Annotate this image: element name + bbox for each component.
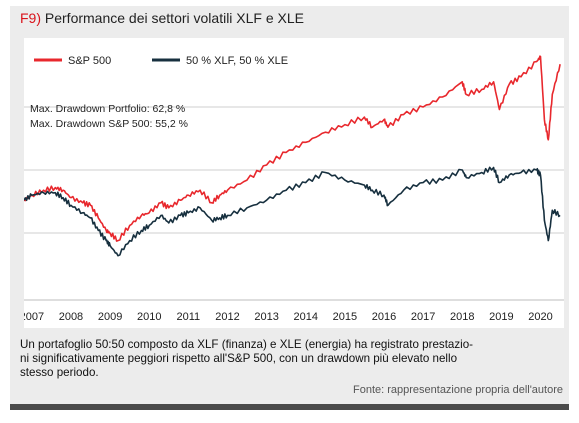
x-tick-label: 2016 (372, 311, 396, 323)
x-tick-label: 2020 (528, 311, 552, 323)
x-tick-label: 2007 (24, 311, 44, 323)
x-tick-label: 2018 (450, 311, 474, 323)
annotation-drawdown-sp500: Max. Drawdown S&P 500: 55,2 % (30, 118, 188, 130)
figure-source: Fonte: rappresentazione propria dell'aut… (352, 384, 563, 396)
caption-line: ni significativamente peggiori rispetto … (20, 352, 458, 365)
chart-annotations: Max. Drawdown Portfolio: 62,8 % Max. Dra… (30, 103, 188, 130)
figure-title-text: Performance dei settori volatili XLF e X… (44, 10, 305, 26)
x-tick-label: 2012 (215, 311, 239, 323)
chart-grid (24, 106, 564, 301)
chart-legend: S&P 500 50 % XLF, 50 % XLE (34, 55, 288, 67)
legend-label-sp500: S&P 500 (68, 55, 111, 67)
figure-number: F9) (20, 10, 41, 26)
x-tick-label: 2010 (137, 311, 161, 323)
figure-bottom-rule (10, 404, 569, 410)
x-tick-label: 2019 (489, 311, 513, 323)
x-tick-label: 2014 (293, 311, 317, 323)
caption-line: stesso periodo. (20, 366, 99, 379)
x-tick-label: 2017 (411, 311, 435, 323)
chart-series (24, 55, 561, 257)
figure-title: F9) Performance dei settori volatili XLF… (20, 10, 304, 26)
line-chart: S&P 500 50 % XLF, 50 % XLE Max. Drawdown… (24, 55, 564, 323)
x-tick-label: 2009 (98, 311, 122, 323)
x-axis-ticks: 2007 2008 2009 2010 2011 2012 2013 2014 2015 2016… (24, 311, 553, 323)
series-line-sp500 (24, 55, 561, 242)
caption-line: Un portafoglio 50:50 composto da XLF (fi… (20, 338, 474, 351)
x-tick-label: 2015 (333, 311, 357, 323)
legend-label-portfolio: 50 % XLF, 50 % XLE (186, 55, 288, 67)
annotation-drawdown-portfolio: Max. Drawdown Portfolio: 62,8 % (30, 103, 185, 115)
series-line-portfolio (24, 166, 561, 257)
figure-caption: Un portafoglio 50:50 composto da XLF (fi… (20, 338, 560, 380)
x-tick-label: 2011 (177, 311, 201, 323)
chart-plot-area: S&P 500 50 % XLF, 50 % XLE Max. Drawdown… (24, 38, 564, 328)
x-tick-label: 2013 (254, 311, 278, 323)
x-tick-label: 2008 (59, 311, 83, 323)
